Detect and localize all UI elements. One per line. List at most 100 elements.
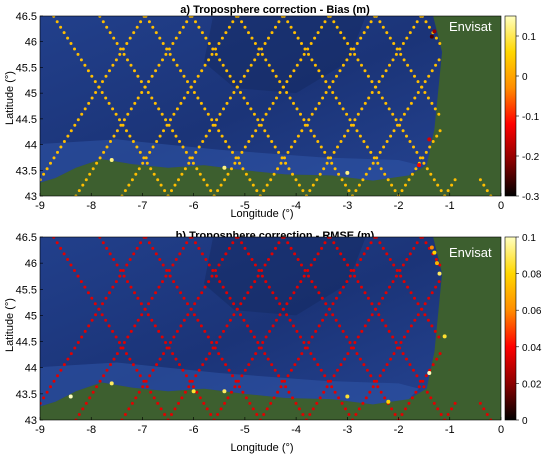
track-point [234,379,238,383]
track-point [274,74,278,78]
track-point [183,390,187,394]
track-point [253,58,257,62]
track-point [140,91,144,94]
y-tick-label: 43 [25,191,37,203]
track-point [331,80,335,84]
track-point [91,390,95,394]
track-point [416,302,420,306]
track-point [228,74,232,78]
track-point [356,112,360,116]
x-tick-label: -8 [86,200,96,212]
satellite-track [258,237,377,420]
track-point [152,396,156,400]
track-point [377,91,381,94]
track-point [247,140,251,143]
track-point [278,91,282,94]
track-point [87,324,91,328]
track-point [187,161,191,165]
track-point [242,96,246,100]
track-point [45,390,49,394]
track-point [40,401,42,405]
track-point [93,302,97,306]
track-point [218,280,222,284]
track-point [210,118,214,122]
track-point [421,156,425,160]
track-point [144,16,148,18]
track-point [207,42,211,45]
track-point [62,252,66,256]
track-point [250,258,254,261]
satellite-track [374,237,493,420]
track-point [392,352,396,356]
track-point [260,47,264,51]
y-tick-label: 45.5 [16,62,37,74]
track-point [125,263,129,267]
track-point [231,241,235,245]
panel-b-colorbar: 0.1 0.08 0.06 0.04 0.02 0 [504,233,542,427]
track-point [276,167,280,171]
track-point [163,413,167,416]
track-point [129,63,133,67]
track-point [257,47,261,51]
highlight-point [222,165,227,170]
track-point [364,172,368,176]
track-point [224,363,228,367]
track-point [105,368,109,372]
track-point [159,407,163,411]
track-point [107,324,111,328]
track-point [322,167,326,171]
track-point [230,390,233,394]
track-point [360,285,363,289]
track-point [167,123,171,127]
track-point [432,401,436,405]
track-point [120,418,124,420]
track-point [339,140,343,143]
track-point [155,363,159,367]
x-tick-label: -9 [35,200,45,212]
track-point [282,237,286,239]
track-point [370,80,374,84]
track-point [369,374,373,378]
track-point [108,69,111,73]
track-point [231,374,234,378]
highlight-point [68,394,73,399]
track-point [149,167,153,171]
track-point [100,313,104,317]
track-point [390,183,394,187]
track-point [482,183,486,187]
track-point [146,9,149,12]
track-point [314,107,318,111]
track-point [214,269,217,272]
track-point [142,379,146,383]
satellite-track [166,16,284,196]
track-point [154,31,158,35]
track-point [289,25,293,29]
track-point [352,269,356,272]
track-point [291,396,294,400]
track-point [341,107,345,111]
track-point [76,341,80,344]
track-point [264,280,268,284]
track-point [429,172,433,176]
track-point [133,291,136,295]
track-point [415,20,419,24]
track-point [76,274,80,278]
track-point [217,263,221,267]
track-point [135,145,139,149]
track-point [360,329,364,333]
track-point [208,129,212,133]
track-point [392,263,396,267]
track-point [248,178,252,182]
track-point [363,101,367,105]
track-point [378,374,382,378]
track-point [254,352,258,356]
panel-b-axis-ticks: -9 -8 -7 -6 -5 -4 -3 -2 -1 0 46.5 46 45.5 45 44.5 44 43.… [16,232,504,436]
track-point [285,91,289,94]
track-point [338,69,342,73]
track-point [339,363,343,367]
track-point [323,20,327,24]
track-point [204,36,208,40]
track-point [188,156,192,160]
track-point [118,118,121,122]
track-point [347,189,351,193]
